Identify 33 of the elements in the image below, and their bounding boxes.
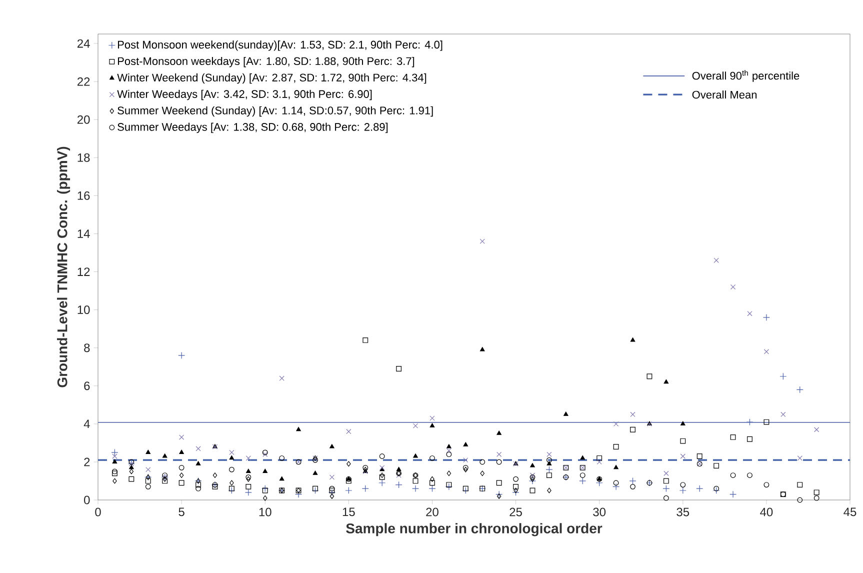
y-tick-label: 2 — [84, 458, 90, 466]
x-tick-label: 10 — [259, 508, 272, 516]
legend-label: Overall 90$^{th}$ percentile — [692, 70, 800, 82]
legend-label: Summer Weedays [Av: 1.38, SD: 0.68, 90th Perc: 2.89] — [118, 122, 388, 134]
y-axis-title: Ground-Level TNMHC Conc. (ppmV) — [56, 146, 70, 388]
x-tick-label: 20 — [426, 508, 438, 516]
y-tick-label: 18 — [78, 153, 90, 162]
y-tick-label: 8 — [84, 344, 90, 352]
y-tick-label: 0 — [84, 496, 90, 504]
legend-label: Overall Mean — [692, 90, 757, 99]
x-tick-label: 35 — [676, 508, 690, 516]
y-tick-label: 20 — [77, 115, 90, 124]
x-axis-title: Sample number in chronological order — [346, 523, 602, 536]
legend-label: Winter Weekend (Sunday) [Av: 2.87, SD: 1.72, 90th Perc: 4.34] — [117, 73, 426, 84]
legend-label: Post-Monsoon weekdays [Av: 1.80, SD: 1.88, 90th Perc: 3.7] — [118, 56, 414, 68]
x-tick-label: 40 — [760, 508, 773, 516]
y-tick-label: 12 — [78, 268, 90, 276]
x-tick-label: 5 — [178, 508, 184, 516]
y-tick-label: 4 — [84, 420, 90, 428]
legend-label: Winter Weedays [Av: 3.42, SD: 3.1, 90th Perc: 6.90] — [117, 90, 372, 100]
x-tick-label: 25 — [510, 508, 522, 516]
x-tick-label: 30 — [593, 508, 606, 516]
y-tick-label: 14 — [78, 230, 90, 238]
x-tick-label: 45 — [844, 508, 856, 516]
y-tick-label: 6 — [84, 382, 90, 390]
y-tick-label: 16 — [78, 191, 90, 200]
legend-label: Post Monsoon weekend(sunday)[Av: 1.53, SD: 2.1, 90th Perc: 4.0] — [118, 40, 442, 51]
y-tick-label: 24 — [77, 39, 90, 48]
x-tick-label: 15 — [342, 508, 355, 516]
y-tick-label: 22 — [77, 77, 90, 86]
legend-label: Summer Weekend (Sunday) [Av: 1.14, SD:0.57, 90th Perc: 1.91] — [118, 106, 433, 117]
x-tick-label: 0 — [95, 508, 101, 516]
y-tick-label: 10 — [78, 306, 90, 314]
